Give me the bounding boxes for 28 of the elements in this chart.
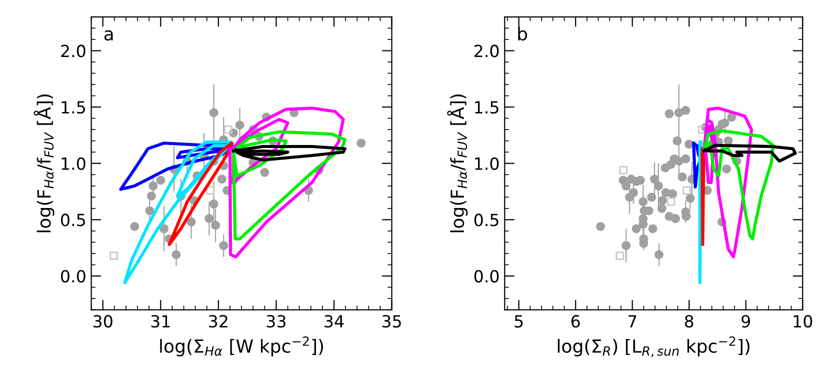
x-tick-label: 30 (94, 314, 112, 328)
y-tick-label: 2.0 (61, 44, 86, 58)
x-tick-label: 33 (266, 314, 286, 328)
x-axis-title: log(Σ$_{Hα}$ [W kpc$^{−2}$]) (160, 336, 324, 356)
y-tick-label: 1.5 (475, 101, 498, 114)
annotation: b (518, 26, 528, 41)
y-tick-label: 0.5 (474, 214, 498, 226)
y-tick-label: 1.5 (62, 101, 85, 114)
y-tick-label: 0.0 (474, 270, 499, 283)
y-tick-label: 2.0 (474, 44, 499, 58)
y-tick-label: 0.0 (61, 270, 86, 283)
x-tick-label: 32 (209, 314, 228, 328)
y-axis-title: log(F$_{Hα}$/f$_{FUV}$ [Å]) (447, 94, 468, 232)
x-axis-title: log(Σ$_{R}$) [L$_{R,sun}$ kpc$^{−2}$]) (558, 336, 750, 358)
y-tick-label: 0.5 (61, 214, 85, 226)
y-tick-label: 1.0 (475, 157, 499, 170)
x-tick-label: 34 (324, 314, 344, 328)
x-tick-label: 10 (794, 314, 812, 328)
x-tick-label: 31 (151, 314, 170, 328)
y-tick-label: 1.0 (62, 157, 86, 170)
x-tick-label: 35 (382, 314, 401, 328)
annotation: a (104, 30, 113, 41)
x-tick-label: 9 (742, 314, 750, 328)
x-tick-label: 5 (514, 315, 523, 328)
y-axis-title: log(F$_{Hα}$/f$_{FUV}$ [Å]) (34, 94, 54, 232)
x-tick-label: 8 (684, 314, 694, 328)
x-tick-label: 6 (571, 314, 580, 328)
x-tick-label: 7 (628, 315, 636, 328)
